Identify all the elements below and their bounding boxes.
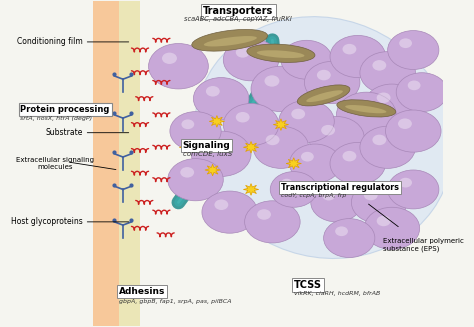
Circle shape <box>408 80 420 90</box>
Text: Conditioning film: Conditioning film <box>17 37 82 46</box>
Ellipse shape <box>194 17 453 258</box>
Circle shape <box>398 118 412 129</box>
Text: Adhesins: Adhesins <box>118 287 165 296</box>
Circle shape <box>253 126 309 168</box>
Circle shape <box>350 101 365 112</box>
Circle shape <box>257 209 271 220</box>
Circle shape <box>162 53 177 64</box>
Text: Extracellular signaling
molecules: Extracellular signaling molecules <box>16 157 94 170</box>
Circle shape <box>251 66 311 112</box>
Circle shape <box>180 167 194 178</box>
Circle shape <box>214 199 228 210</box>
Circle shape <box>264 75 280 87</box>
Ellipse shape <box>297 85 350 106</box>
Text: Transcriptional regulators: Transcriptional regulators <box>281 183 399 192</box>
Circle shape <box>388 170 439 209</box>
Circle shape <box>205 140 219 151</box>
Circle shape <box>265 135 280 145</box>
Circle shape <box>396 73 447 112</box>
Circle shape <box>168 159 223 201</box>
Circle shape <box>343 44 356 54</box>
Circle shape <box>364 190 378 200</box>
Circle shape <box>270 172 317 207</box>
Circle shape <box>279 100 334 143</box>
Circle shape <box>292 48 305 58</box>
Circle shape <box>223 104 279 146</box>
Circle shape <box>202 191 257 233</box>
Circle shape <box>360 126 415 168</box>
Polygon shape <box>286 158 301 169</box>
Ellipse shape <box>306 90 343 102</box>
Circle shape <box>364 207 419 250</box>
Text: scaABC, adcCBA, copYAZ, fruRKI: scaABC, adcCBA, copYAZ, fruRKI <box>184 16 292 22</box>
Circle shape <box>330 35 385 77</box>
Circle shape <box>373 135 386 145</box>
Circle shape <box>206 86 220 96</box>
Polygon shape <box>205 164 220 176</box>
Polygon shape <box>243 183 259 195</box>
Ellipse shape <box>337 100 396 117</box>
Circle shape <box>388 30 439 69</box>
Circle shape <box>373 60 386 71</box>
Text: TCSS: TCSS <box>294 280 322 290</box>
Text: srtA, nosX, htrA (degP): srtA, nosX, htrA (degP) <box>20 116 92 122</box>
Polygon shape <box>179 142 195 153</box>
Text: Transporters: Transporters <box>203 6 273 16</box>
Circle shape <box>330 143 385 184</box>
Circle shape <box>301 152 314 162</box>
Circle shape <box>182 119 194 129</box>
Circle shape <box>385 110 441 152</box>
Circle shape <box>193 77 249 120</box>
Text: Signaling: Signaling <box>182 141 230 150</box>
Circle shape <box>191 131 251 177</box>
Circle shape <box>236 112 250 123</box>
Circle shape <box>321 125 335 135</box>
Circle shape <box>364 84 419 126</box>
FancyBboxPatch shape <box>118 1 140 326</box>
Circle shape <box>309 116 364 159</box>
Circle shape <box>399 178 412 187</box>
Circle shape <box>281 40 332 79</box>
Ellipse shape <box>204 36 257 46</box>
Ellipse shape <box>192 29 268 51</box>
Circle shape <box>377 216 391 226</box>
Text: Protein processing: Protein processing <box>20 105 110 114</box>
Circle shape <box>351 181 407 223</box>
Ellipse shape <box>247 44 315 62</box>
Circle shape <box>170 112 221 150</box>
Polygon shape <box>273 119 289 130</box>
Circle shape <box>311 183 362 222</box>
Circle shape <box>335 226 348 236</box>
Circle shape <box>343 151 356 162</box>
Text: gbpA, gbpB, fap1, srpA, pas, pilBCA: gbpA, gbpB, fap1, srpA, pas, pilBCA <box>118 299 231 304</box>
Text: Substrate: Substrate <box>45 128 82 137</box>
Text: vikRK, ciaRH, hcdRM, bfrAB: vikRK, ciaRH, hcdRM, bfrAB <box>294 291 380 296</box>
Circle shape <box>148 43 209 89</box>
Circle shape <box>324 219 375 258</box>
Text: Extracellular polymeric
substance (EPS): Extracellular polymeric substance (EPS) <box>383 238 464 251</box>
Circle shape <box>245 201 300 243</box>
Circle shape <box>223 39 279 81</box>
Circle shape <box>337 92 396 138</box>
Circle shape <box>322 191 335 200</box>
Text: codY, ccpA, brpA, frp: codY, ccpA, brpA, frp <box>281 193 346 198</box>
FancyBboxPatch shape <box>93 1 118 326</box>
Circle shape <box>304 61 360 104</box>
Polygon shape <box>209 115 225 127</box>
Ellipse shape <box>257 50 304 58</box>
Ellipse shape <box>345 105 386 113</box>
Polygon shape <box>243 142 259 153</box>
Circle shape <box>399 38 412 48</box>
Text: Host glycoproteins: Host glycoproteins <box>10 217 82 226</box>
Circle shape <box>377 93 391 103</box>
Circle shape <box>290 144 341 183</box>
Text: comCDE, luxS: comCDE, luxS <box>182 151 232 157</box>
Circle shape <box>360 52 415 94</box>
Circle shape <box>236 47 250 58</box>
Circle shape <box>317 70 331 80</box>
Circle shape <box>291 109 305 119</box>
Circle shape <box>281 179 292 188</box>
